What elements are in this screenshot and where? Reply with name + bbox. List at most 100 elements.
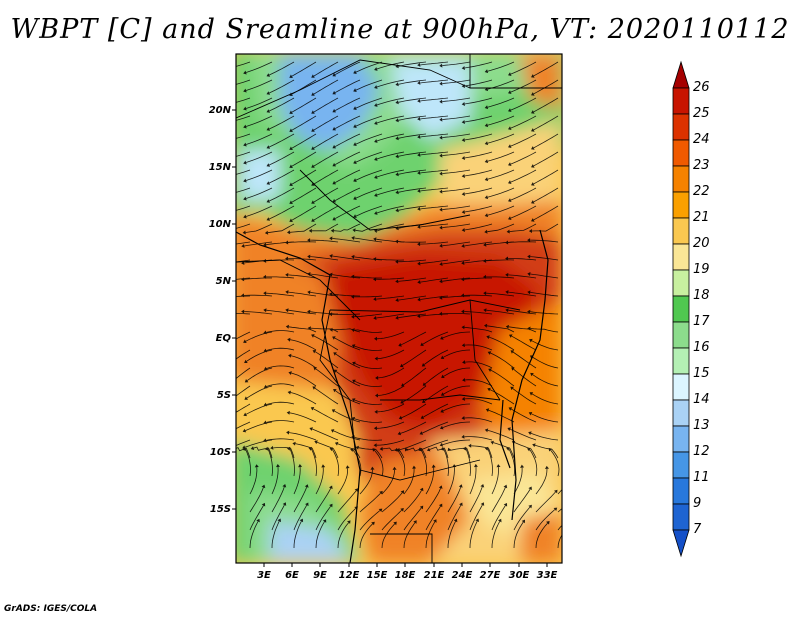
streamline <box>443 367 471 377</box>
streamline <box>310 273 339 279</box>
streamline-arrow <box>373 297 377 302</box>
streamline <box>315 368 339 387</box>
streamline-arrow <box>312 386 316 390</box>
streamline <box>486 276 515 279</box>
streamline-arrow <box>347 520 351 524</box>
streamline-arrow <box>529 338 533 343</box>
streamline <box>513 368 537 387</box>
streamline-arrow <box>353 142 357 146</box>
streamline <box>354 399 383 405</box>
streamline <box>530 328 559 333</box>
streamline <box>246 367 273 381</box>
streamline <box>398 133 427 139</box>
streamline <box>334 97 361 112</box>
streamline-arrow <box>329 327 333 332</box>
streamline <box>510 61 537 75</box>
streamline-arrow <box>439 295 443 300</box>
streamline-arrow <box>304 484 309 488</box>
streamline <box>236 385 251 397</box>
streamline <box>314 387 339 405</box>
map-frame <box>235 53 563 564</box>
streamline-arrow <box>528 412 533 416</box>
streamline-arrow <box>503 484 508 489</box>
streamline <box>312 428 339 441</box>
streamline-arrow <box>372 448 376 452</box>
streamline-arrow <box>289 74 293 78</box>
streamline-arrow <box>353 214 357 218</box>
streamline <box>423 403 449 418</box>
streamline <box>359 492 381 513</box>
streamline-arrow <box>220 121 223 125</box>
lat-label: 15S <box>210 504 231 515</box>
streamline-arrow <box>374 356 378 361</box>
colorbar-segment <box>672 165 690 193</box>
streamline <box>269 151 295 166</box>
streamline <box>532 356 559 369</box>
streamline-arrow <box>531 128 535 132</box>
streamline <box>269 61 295 76</box>
streamline <box>358 447 383 459</box>
streamline-arrow <box>307 309 311 314</box>
streamline-arrow <box>480 502 485 506</box>
streamline <box>313 408 339 423</box>
streamline-arrow <box>353 88 357 92</box>
streamline <box>397 241 427 243</box>
streamline <box>422 421 449 434</box>
streamline <box>381 523 395 549</box>
colorbar-segment <box>672 425 690 453</box>
streamline-arrow <box>431 464 436 468</box>
streamline-arrow <box>480 484 485 488</box>
colorbar-segment <box>672 191 690 219</box>
streamline-arrow <box>285 308 289 313</box>
streamline <box>249 487 264 513</box>
lon-label: 12E <box>339 570 360 581</box>
streamline-arrow <box>263 330 267 335</box>
streamline <box>334 115 361 130</box>
streamline <box>530 432 559 441</box>
streamline-arrow <box>570 522 574 526</box>
streamline-arrow <box>351 416 356 421</box>
streamline <box>291 133 317 149</box>
colorbar-label: 19 <box>693 262 710 277</box>
streamline-arrow <box>395 279 399 284</box>
colorbar-segment <box>672 243 690 271</box>
lon-label: 21E <box>424 570 445 581</box>
streamline <box>246 349 273 362</box>
streamline <box>442 295 471 299</box>
streamline-arrow <box>439 262 443 266</box>
streamline <box>334 151 361 166</box>
streamline-arrow <box>520 464 525 468</box>
streamline-arrow <box>330 228 334 233</box>
streamline <box>464 79 493 87</box>
streamline <box>355 169 383 181</box>
streamline <box>513 467 523 495</box>
streamline-arrow <box>289 110 293 114</box>
streamline-arrow <box>462 360 466 365</box>
streamline <box>530 239 559 243</box>
streamline-arrow <box>243 106 247 111</box>
streamline <box>245 169 273 181</box>
streamline <box>535 522 548 549</box>
streamline-arrow <box>439 189 443 194</box>
streamline <box>403 522 416 549</box>
streamline-arrow <box>447 447 452 452</box>
streamline-arrow <box>322 519 327 523</box>
streamline <box>530 256 559 261</box>
streamline <box>487 115 515 126</box>
streamline <box>396 449 406 477</box>
streamline-arrow <box>484 177 489 182</box>
streamline-arrow <box>461 293 465 298</box>
streamline-arrow <box>263 402 267 407</box>
streamline <box>403 468 415 495</box>
streamline-arrow <box>461 244 465 248</box>
streamline <box>487 430 515 441</box>
streamline <box>533 79 559 95</box>
streamline-arrow <box>353 178 357 182</box>
colorbar-label: 12 <box>693 444 710 459</box>
streamline <box>311 448 317 477</box>
streamline <box>375 258 405 261</box>
streamline-arrow <box>277 518 281 523</box>
streamline <box>313 115 339 131</box>
streamline <box>533 133 559 149</box>
streamline-arrow <box>332 180 336 185</box>
